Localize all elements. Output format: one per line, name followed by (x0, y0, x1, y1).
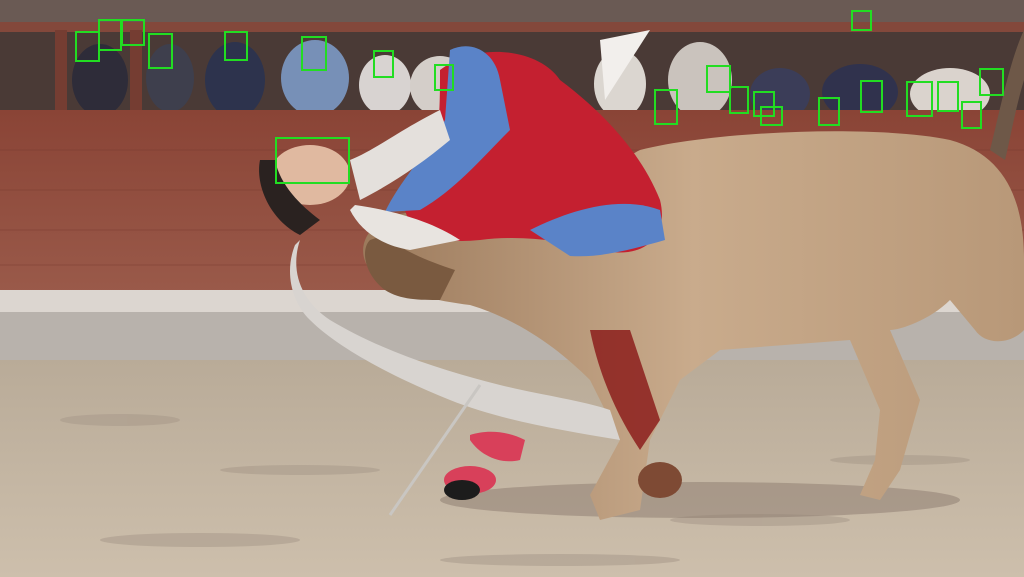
face-box (224, 31, 248, 61)
face-box (753, 91, 775, 117)
face-box (979, 68, 1004, 96)
bull-shadow (440, 482, 960, 518)
face-box (906, 81, 933, 117)
face-box (654, 89, 678, 125)
face-box (301, 36, 327, 71)
face-box (851, 10, 872, 31)
face-box (961, 101, 982, 129)
face-box (434, 64, 454, 91)
face-box (148, 33, 173, 69)
face-box (75, 31, 100, 62)
face-box (98, 19, 122, 51)
matador (259, 110, 620, 516)
face-box (860, 80, 883, 113)
face-box (818, 97, 840, 126)
face-box (121, 19, 145, 46)
face-box (729, 86, 749, 114)
face-box (937, 81, 959, 112)
capes (385, 30, 665, 257)
face-box (373, 50, 394, 78)
face-box (706, 65, 731, 93)
face-box (760, 106, 783, 126)
face-box (275, 137, 350, 184)
